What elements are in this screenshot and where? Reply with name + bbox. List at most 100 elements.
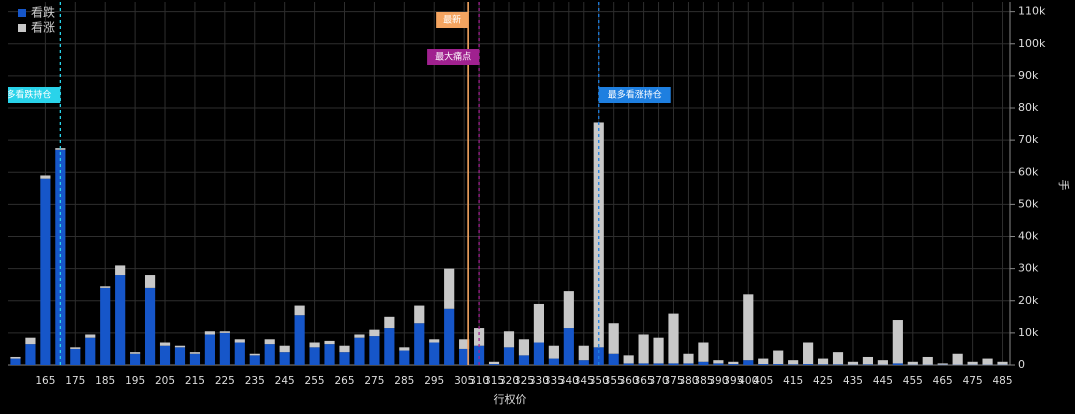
- bar-segment: [698, 342, 709, 362]
- x-tick-label: 310: [469, 375, 489, 387]
- bar-segment: [130, 352, 141, 354]
- bar-segment: [533, 342, 544, 365]
- x-tick-label: 380: [678, 375, 698, 387]
- y-tick-label: 10k: [1018, 326, 1039, 339]
- legend-swatch: [18, 9, 26, 17]
- marker-label: 最多看涨持仓: [608, 89, 662, 101]
- bar-segment: [832, 352, 844, 365]
- bar-segment: [877, 360, 888, 365]
- bar-segment: [638, 334, 649, 364]
- x-tick-label: 265: [334, 375, 354, 387]
- marker-label: 最大痛点: [435, 51, 471, 63]
- bar-segment: [384, 316, 395, 329]
- bar-segment: [234, 342, 245, 365]
- x-tick-label: 405: [753, 375, 773, 387]
- bar-segment: [144, 275, 156, 288]
- bar-segment: [653, 363, 664, 365]
- bar-segment: [234, 339, 245, 343]
- bar-segment: [159, 345, 171, 365]
- bar-segment: [743, 294, 754, 361]
- y-tick-label: 20k: [1018, 294, 1039, 307]
- bar-segment: [653, 337, 664, 364]
- marker-label-box: [436, 12, 469, 28]
- x-tick-label: 345: [574, 375, 594, 387]
- bar-segment: [100, 286, 111, 288]
- bar-segment: [907, 361, 918, 365]
- bar-segment: [683, 363, 694, 365]
- x-tick-label: 340: [559, 375, 579, 387]
- legend-label: 看跌: [31, 5, 55, 20]
- bar-segment: [817, 358, 829, 365]
- x-tick-label: 485: [992, 375, 1012, 387]
- bar-segment: [758, 358, 769, 365]
- bar-segment: [40, 178, 51, 365]
- bar-segment: [773, 350, 784, 365]
- bar-segment: [548, 358, 559, 365]
- y-tick-label: 80k: [1018, 101, 1039, 114]
- y-tick-label: 40k: [1018, 230, 1039, 243]
- bar-segment: [25, 337, 36, 345]
- bar-segment: [593, 122, 604, 348]
- bar-segment: [728, 364, 739, 365]
- x-tick-label: 165: [35, 375, 55, 387]
- bar-segment: [713, 360, 724, 364]
- bar-segment: [279, 345, 290, 353]
- bar-segment: [488, 364, 500, 365]
- bar-segment: [294, 305, 305, 316]
- bar-segment: [548, 345, 559, 359]
- bar-segment: [488, 361, 500, 365]
- x-tick-label: 235: [245, 375, 265, 387]
- x-axis-title: 行权价: [494, 393, 527, 406]
- x-tick-label: 395: [723, 375, 743, 387]
- x-tick-label: 455: [903, 375, 923, 387]
- x-tick-label: 215: [185, 375, 205, 387]
- x-tick-label: 465: [933, 375, 953, 387]
- bar-segment: [608, 323, 619, 354]
- bar-segment: [219, 331, 230, 333]
- bar-segment: [174, 347, 186, 365]
- bar-segment: [324, 340, 335, 345]
- x-tick-label: 375: [663, 375, 683, 387]
- bar-segment: [474, 328, 485, 346]
- bar-segment: [518, 355, 530, 365]
- bar-segment: [623, 355, 634, 364]
- bar-segment: [847, 361, 859, 365]
- bar-segment: [369, 336, 380, 365]
- bar-segment: [758, 364, 769, 365]
- bar-segment: [862, 364, 874, 365]
- bar-segment: [309, 347, 320, 365]
- bar-segment: [982, 358, 993, 365]
- bar-segment: [204, 334, 215, 365]
- x-tick-label: 175: [65, 375, 85, 387]
- x-tick-label: 365: [634, 375, 654, 387]
- bar-segment: [533, 303, 544, 343]
- x-tick-label: 385: [693, 375, 713, 387]
- bar-segment: [100, 287, 111, 365]
- y-tick-label: 110k: [1018, 5, 1046, 18]
- bar-segment: [563, 328, 574, 365]
- x-tick-label: 415: [783, 375, 803, 387]
- x-tick-label: 245: [275, 375, 295, 387]
- bar-segment: [892, 363, 903, 365]
- y-tick-label: 60k: [1018, 165, 1039, 178]
- x-tick-label: 295: [424, 375, 444, 387]
- marker-label-box: [598, 87, 671, 103]
- bar-segment: [25, 344, 36, 365]
- y-tick-label: 50k: [1018, 197, 1039, 210]
- bar-segment: [414, 305, 425, 324]
- bar-segment: [309, 342, 320, 348]
- x-tick-label: 315: [484, 375, 504, 387]
- bar-segment: [70, 348, 81, 365]
- bar-segment: [399, 350, 410, 365]
- x-tick-label: 475: [963, 375, 983, 387]
- marker-label: 最多看跌持仓: [0, 89, 51, 101]
- x-tick-label: 425: [813, 375, 833, 387]
- x-tick-label: 360: [619, 375, 639, 387]
- bar-segment: [788, 360, 799, 365]
- bar-segment: [668, 313, 679, 364]
- bar-segment: [429, 342, 440, 365]
- bar-segment: [429, 339, 440, 343]
- bar-segment: [638, 363, 649, 365]
